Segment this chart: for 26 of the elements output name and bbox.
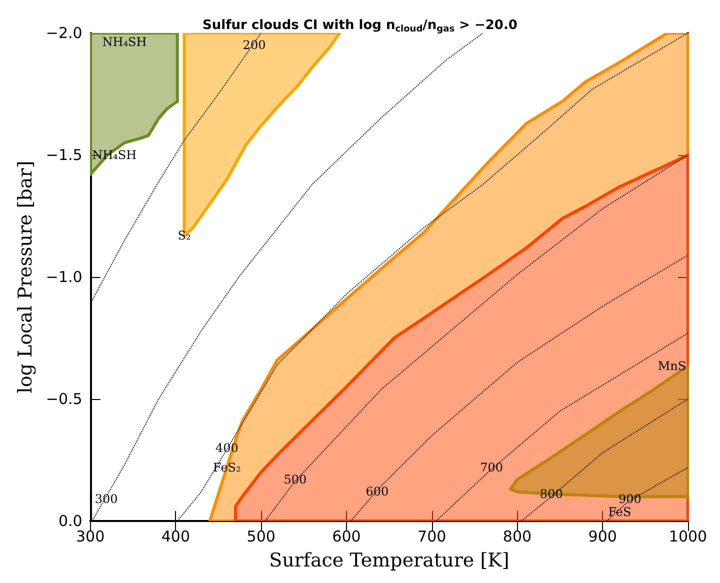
annotation: MnS bbox=[658, 359, 686, 374]
annotation: 800 bbox=[540, 487, 563, 502]
y-tick-label: −1.5 bbox=[46, 146, 82, 164]
x-tick-label: 500 bbox=[246, 528, 276, 546]
y-tick-label: −2.0 bbox=[46, 24, 82, 42]
x-axis-title: Surface Temperature [K] bbox=[269, 550, 510, 572]
x-tick-label: 900 bbox=[588, 528, 617, 546]
annotation: 500 bbox=[284, 472, 307, 487]
x-tick-label: 800 bbox=[502, 528, 532, 546]
y-axis-title: log Local Pressure [bar] bbox=[14, 160, 36, 394]
annotation: 200 bbox=[242, 38, 266, 52]
x-tick-label: 300 bbox=[76, 528, 105, 546]
y-tick-label: −1.0 bbox=[46, 268, 82, 286]
x-tick-label: 700 bbox=[418, 528, 446, 546]
annotation: 300 bbox=[94, 492, 118, 506]
annotation: FeS₂ bbox=[213, 460, 242, 474]
annotation: 600 bbox=[366, 484, 389, 499]
x-tick-label: 400 bbox=[161, 528, 190, 546]
annotation: FeS bbox=[608, 505, 632, 519]
annotation: NH₄SH bbox=[102, 35, 147, 49]
x-tick-label: 600 bbox=[332, 528, 361, 546]
annotation: 700 bbox=[480, 460, 504, 474]
y-tick-label: 0.0 bbox=[58, 512, 82, 530]
annotation: S₂ bbox=[178, 228, 191, 243]
x-tick-label: 1000 bbox=[668, 528, 708, 546]
y-tick-label: −0.5 bbox=[46, 390, 82, 408]
